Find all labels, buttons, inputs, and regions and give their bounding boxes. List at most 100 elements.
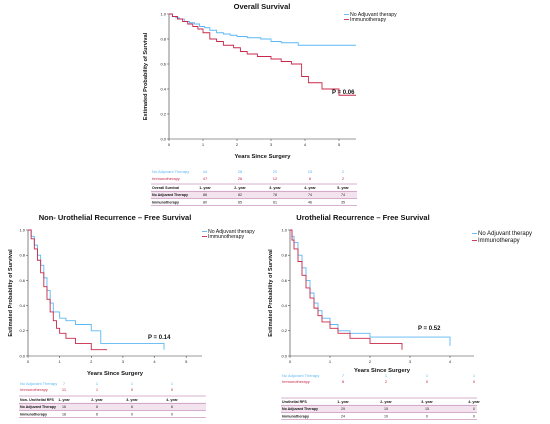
x-tick-label: 5 [185, 359, 188, 364]
table-row-label: Immunotherapy [152, 200, 179, 204]
table-cell: 6 [171, 405, 173, 409]
legend-label-immunotherapy: Immunotherapy [350, 17, 386, 23]
x-tick-label: 0 [168, 142, 171, 147]
risk-row-label: No Adjuvant Therapy [152, 169, 189, 174]
risk-row-label: No Adjuvant Therapy [282, 373, 319, 378]
table-cell: 15 [384, 407, 388, 411]
table-cell: 3- year [126, 398, 138, 402]
y-axis-label: Estimated Probability of Survival [143, 32, 149, 120]
risk-value: 6 [309, 176, 312, 181]
risk-value: 47 [203, 176, 208, 181]
table-row-label: Urothelial RFS [282, 400, 307, 404]
table-cell: 86 [203, 193, 207, 197]
risk-value: 7 [63, 381, 66, 386]
table-cell: 16 [62, 405, 66, 409]
table-cell: 0 [171, 412, 173, 416]
y-tick-label: 1.0 [281, 227, 287, 232]
table-cell: 2- year [91, 398, 103, 402]
risk-value: 1 [131, 381, 134, 386]
risk-value: 2 [342, 169, 345, 174]
y-tick-label: 0.2 [281, 328, 287, 333]
table-cell: 15 [425, 407, 429, 411]
y-axis-label: Estimated Probability of Survival [268, 249, 274, 337]
risk-value: 2 [342, 176, 345, 181]
risk-value: 15 [308, 169, 313, 174]
y-tick-label: 0.2 [19, 328, 25, 333]
risk-value: 1 [171, 381, 174, 386]
table-cell: 4- year [166, 398, 178, 402]
x-tick-label: 1 [202, 142, 205, 147]
y-tick-label: 1.0 [160, 11, 166, 16]
table-cell: 1- year [199, 186, 211, 190]
table-row-label: Immunotherapy [282, 414, 309, 418]
table-cell: 18 [62, 412, 66, 416]
table-cell: 82 [238, 193, 242, 197]
table-cell: 80 [203, 200, 207, 204]
p-value: P = 0.14 [148, 335, 171, 341]
p-value: P = 0.52 [418, 326, 441, 332]
legend-label-immunotherapy: Immunotherapy [208, 234, 244, 240]
table-row-label: No Adjuvant Therapy [20, 405, 56, 409]
y-tick-label: 0.8 [160, 36, 166, 41]
risk-row-label: No Adjuvant Therapy [20, 381, 57, 386]
chart-nurfs: Non- Urothelial Recurrence – Free Surviv… [8, 213, 255, 418]
risk-value: 26 [238, 176, 243, 181]
table-cell: 0 [131, 412, 133, 416]
table-cell: 29 [341, 407, 345, 411]
y-tick-label: 0.0 [160, 136, 166, 141]
risk-value: 20 [273, 169, 278, 174]
table-row-label: No Adjuvant Therapy [282, 407, 318, 411]
table-cell: 4- year [304, 186, 316, 190]
x-axis-label: Years Since Surgery [354, 368, 411, 374]
chart-title: Urothelial Recurrence – Free Survival [296, 213, 429, 222]
risk-row-label: Immunotherapy [152, 176, 180, 181]
x-tick-label: 3 [122, 359, 125, 364]
table-cell: 1- year [337, 400, 349, 404]
y-tick-label: 0.6 [160, 61, 166, 66]
table-cell: 3- year [421, 400, 433, 404]
table-cell: 5- year [337, 186, 349, 190]
table-cell: 2- year [380, 400, 392, 404]
risk-value: 0 [473, 379, 476, 384]
table-row-label: Non- Urothelial RFS [20, 398, 55, 402]
x-tick-label: 1 [329, 359, 332, 364]
chart-urfs: Urothelial Recurrence – Free Survival 0.0… [268, 213, 532, 420]
risk-value: 1 [473, 373, 476, 378]
y-tick-label: 0.6 [281, 278, 287, 283]
risk-value: 11 [62, 387, 67, 392]
y-tick-label: 0.0 [281, 353, 287, 358]
p-value: P = 0.06 [332, 90, 355, 96]
legend-label-no-adjuvant: No Adjuvant therapy [350, 12, 397, 18]
x-axis-label: Years Since Surgery [87, 371, 144, 377]
table-cell: 74 [341, 193, 345, 197]
table-cell: 1- year [58, 398, 70, 402]
risk-row-label: Immunotherapy [20, 387, 48, 392]
table-cell: 10 [384, 414, 388, 418]
table-row-band [281, 405, 477, 413]
table-cell: 61 [273, 200, 277, 204]
table-row-label: Immunotherapy [20, 412, 47, 416]
y-tick-label: 0.8 [19, 253, 25, 258]
risk-value: 1 [385, 373, 388, 378]
legend-label-no-adjuvant: No Adjuvant therapy [208, 229, 255, 235]
risk-value: 0 [426, 379, 429, 384]
table-row-band [19, 403, 206, 411]
risk-value: 12 [273, 176, 278, 181]
table-row-band [151, 191, 357, 199]
y-axis-label: Estimated Probability of Survival [8, 249, 14, 337]
table-cell: 6 [96, 412, 98, 416]
table-cell: 4- year [468, 400, 480, 404]
risk-value: 1 [426, 373, 429, 378]
x-tick-label: 4 [449, 359, 452, 364]
y-tick-label: 0.2 [160, 111, 166, 116]
risk-value: 0 [131, 387, 134, 392]
series-line-no-adjuvant [28, 229, 165, 350]
risk-value: 1 [96, 381, 99, 386]
table-cell: 6 [131, 405, 133, 409]
risk-value: 0 [171, 387, 174, 392]
y-tick-label: 0.4 [19, 303, 25, 308]
x-tick-label: 2 [90, 359, 93, 364]
table-cell: 0 [473, 407, 475, 411]
y-tick-label: 0.6 [19, 278, 25, 283]
chart-title: Non- Urothelial Recurrence – Free Surviv… [39, 213, 192, 222]
